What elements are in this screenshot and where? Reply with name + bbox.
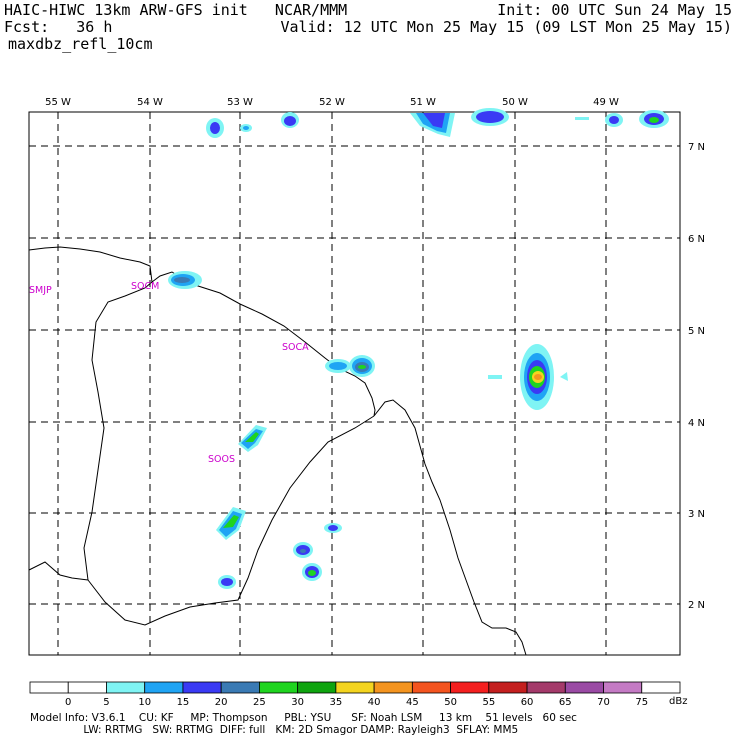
colorbar-swatch — [603, 681, 643, 694]
colorbar-tick-label: 20 — [215, 697, 228, 708]
lon-label: 55 W — [45, 97, 71, 108]
lat-labels: 7 N 6 N 5 N 4 N 3 N 2 N — [688, 142, 705, 611]
map-frame — [28, 111, 681, 656]
colorbar-swatch — [106, 681, 146, 694]
lat-label: 6 N — [688, 234, 705, 245]
colorbar-swatch — [564, 681, 604, 694]
colorbar-tick-label: 65 — [559, 697, 572, 708]
reflectivity-cell — [293, 542, 313, 558]
lon-label: 52 W — [319, 97, 345, 108]
station-label-socm: SOCM — [131, 281, 159, 292]
lon-label: 54 W — [137, 97, 163, 108]
colorbar-swatch — [335, 681, 375, 694]
colorbar-tick-label: 70 — [597, 697, 610, 708]
colorbar-swatch — [220, 681, 260, 694]
station-labels: SMJP SOCM SOCA SOOS — [29, 281, 309, 465]
colorbar-tick-label: 10 — [138, 697, 151, 708]
colorbar-tick-label: 0 — [65, 697, 71, 708]
colorbar-tick-label: 30 — [291, 697, 304, 708]
reflectivity-cell — [206, 108, 669, 138]
colorbar-tick-label: 50 — [444, 697, 457, 708]
reflectivity-cell — [216, 507, 246, 540]
reflectivity-cell — [302, 563, 322, 581]
colorbar-swatch — [641, 681, 681, 694]
lon-label: 51 W — [410, 97, 436, 108]
reflectivity-cell — [325, 355, 375, 377]
reflectivity-cell — [238, 425, 267, 452]
colorbar-tick-label: 35 — [330, 697, 343, 708]
colorbar-swatch — [411, 681, 451, 694]
lat-label: 3 N — [688, 509, 705, 520]
colorbar-swatch — [259, 681, 299, 694]
forecast-hour: Fcst: 36 h — [4, 18, 113, 36]
lat-label: 7 N — [688, 142, 705, 153]
colorbar-swatch — [450, 681, 490, 694]
model-info-line2: LW: RRTMG SW: RRTMG DIFF: full KM: 2D Sm… — [30, 724, 519, 736]
lon-labels: 55 W 54 W 53 W 52 W 51 W 50 W 49 W — [45, 97, 619, 108]
colorbar-tick-label: 45 — [406, 697, 419, 708]
init-time: Init: 00 UTC Sun 24 May 15 — [497, 1, 732, 19]
colorbar-tick-label: 55 — [482, 697, 495, 708]
reflectivity-cell — [488, 344, 568, 410]
model-info-line1: Model Info: V3.6.1 CU: KF MP: Thompson P… — [30, 712, 577, 724]
field-name: maxdbz_refl_10cm — [8, 35, 153, 53]
valid-time: Valid: 12 UTC Mon 25 May 15 (09 LST Mon … — [280, 18, 732, 36]
reflectivity-cell — [324, 523, 342, 533]
lon-label: 50 W — [502, 97, 528, 108]
colorbar-swatch — [67, 681, 107, 694]
colorbar-tick-label: 25 — [253, 697, 266, 708]
lat-label: 2 N — [688, 600, 705, 611]
colorbar-swatch — [182, 681, 222, 694]
lon-label: 53 W — [227, 97, 253, 108]
reflectivity-cell — [168, 271, 202, 289]
colorbar-tick-label: 5 — [103, 697, 109, 708]
station-label-soca: SOCA — [282, 342, 309, 353]
colorbar-tick-label: 60 — [521, 697, 534, 708]
colorbar-swatch — [526, 681, 566, 694]
lon-label: 49 W — [593, 97, 619, 108]
colorbar-swatch — [29, 681, 69, 694]
title-line: HAIC-HIWC 13km ARW-GFS init NCAR/MMM — [4, 1, 348, 19]
colorbar-tick-label: 15 — [177, 697, 190, 708]
lat-label: 5 N — [688, 326, 705, 337]
colorbar-tick-label: 75 — [635, 697, 648, 708]
station-label-smjp: SMJP — [29, 285, 52, 296]
station-label-soos: SOOS — [208, 454, 235, 465]
lat-label: 4 N — [688, 418, 705, 429]
colorbar-swatch — [144, 681, 184, 694]
colorbar-unit: dBz — [669, 696, 687, 707]
coastline — [28, 246, 527, 656]
colorbar: 0 5 10 15 20 25 30 35 40 45 50 55 60 65 70 75 — [29, 681, 681, 708]
lat-lon-grid — [29, 112, 680, 655]
reflectivity-cell — [218, 575, 236, 589]
reflectivity-cells — [168, 108, 669, 589]
colorbar-swatch — [488, 681, 528, 694]
colorbar-swatch — [297, 681, 337, 694]
colorbar-swatch — [373, 681, 413, 694]
colorbar-tick-label: 40 — [368, 697, 381, 708]
